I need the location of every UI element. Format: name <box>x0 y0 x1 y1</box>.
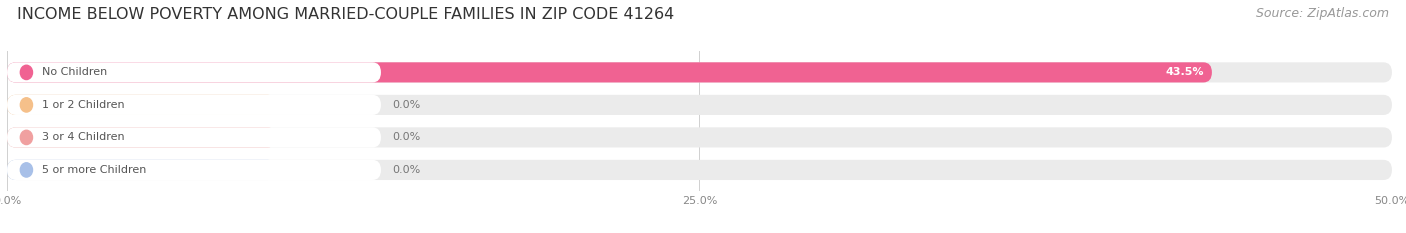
Text: No Children: No Children <box>42 67 107 77</box>
FancyBboxPatch shape <box>7 127 1392 147</box>
Circle shape <box>20 163 32 177</box>
FancyBboxPatch shape <box>7 62 1392 82</box>
Text: 0.0%: 0.0% <box>392 100 420 110</box>
FancyBboxPatch shape <box>7 160 1392 180</box>
FancyBboxPatch shape <box>7 127 381 147</box>
FancyBboxPatch shape <box>7 160 381 180</box>
Text: 0.0%: 0.0% <box>392 132 420 142</box>
FancyBboxPatch shape <box>7 62 1212 82</box>
Text: Source: ZipAtlas.com: Source: ZipAtlas.com <box>1256 7 1389 20</box>
Text: 1 or 2 Children: 1 or 2 Children <box>42 100 125 110</box>
Text: 0.0%: 0.0% <box>392 165 420 175</box>
Circle shape <box>20 65 32 79</box>
FancyBboxPatch shape <box>7 95 1392 115</box>
Text: 43.5%: 43.5% <box>1166 67 1204 77</box>
FancyBboxPatch shape <box>7 95 276 115</box>
Circle shape <box>20 98 32 112</box>
Text: INCOME BELOW POVERTY AMONG MARRIED-COUPLE FAMILIES IN ZIP CODE 41264: INCOME BELOW POVERTY AMONG MARRIED-COUPL… <box>17 7 673 22</box>
FancyBboxPatch shape <box>7 127 276 147</box>
FancyBboxPatch shape <box>7 95 381 115</box>
Circle shape <box>20 130 32 144</box>
FancyBboxPatch shape <box>7 62 381 82</box>
Text: 5 or more Children: 5 or more Children <box>42 165 146 175</box>
FancyBboxPatch shape <box>7 160 276 180</box>
Text: 3 or 4 Children: 3 or 4 Children <box>42 132 125 142</box>
